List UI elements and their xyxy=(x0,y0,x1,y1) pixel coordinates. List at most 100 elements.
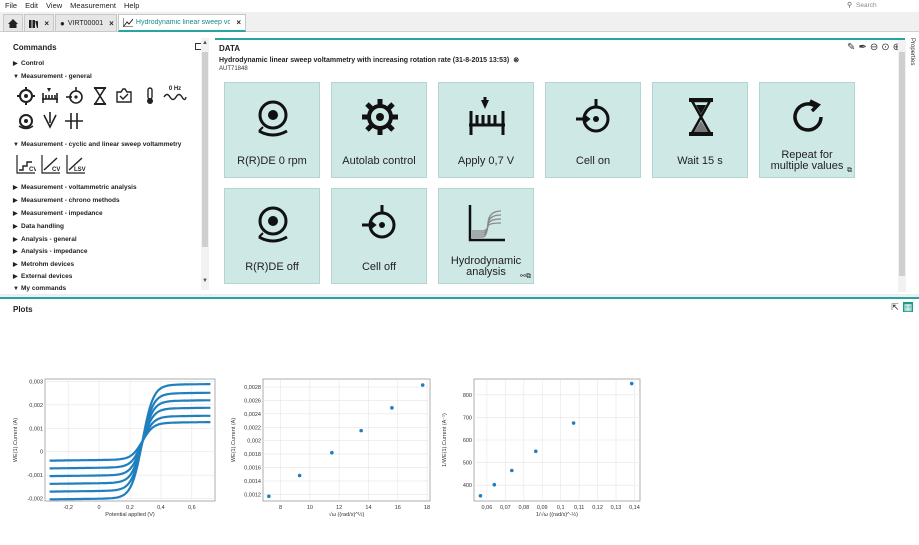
hourglass-icon[interactable] xyxy=(90,86,110,106)
menu-measurement[interactable]: Measurement xyxy=(70,1,117,10)
plot-koutecky-levich[interactable]: 0,06 0,07 0,08 0,09 0,1 0,11 0,12 0,13 0,14 400 50… xyxy=(440,369,650,529)
y-tick-label: -0,001 xyxy=(27,473,43,479)
plots-toolbar: ⇱ ▦ xyxy=(890,302,913,312)
cv-linear-icon[interactable]: CV xyxy=(41,154,61,174)
tile-cell-off[interactable]: Cell off xyxy=(331,188,427,284)
x-tick-label: 0,1 xyxy=(557,505,565,511)
group-voltammetric-analysis[interactable]: ▶ Measurement - voltammetric analysis xyxy=(13,184,137,191)
properties-tab[interactable]: Properties xyxy=(909,38,919,118)
tile-label: Repeat for multiple values xyxy=(770,149,844,172)
scroll-thumb[interactable] xyxy=(202,52,208,247)
data-panel: DATA Hydrodynamic linear sweep voltammet… xyxy=(215,38,905,292)
tile-rrde-0rpm[interactable]: R(R)DE 0 rpm xyxy=(224,82,320,178)
plot-lsv[interactable]: -0,2 0 0,2 0,4 0,6 -0,002 -0,001 0 0,001 0,002 0,0… xyxy=(0,369,225,529)
scroll-up-icon[interactable]: ▲ xyxy=(202,40,208,46)
tile-repeat[interactable]: Repeat for multiple values ⧉ xyxy=(759,82,855,178)
group-measurement-impedance[interactable]: ▶ Measurement - impedance xyxy=(13,210,103,217)
menu-file[interactable]: File xyxy=(5,1,18,10)
cell-icon[interactable] xyxy=(65,86,85,106)
tile-wait[interactable]: Wait 15 s xyxy=(652,82,748,178)
group-external-devices[interactable]: ▶ External devices xyxy=(13,273,73,280)
group-icon[interactable]: ⧉ xyxy=(847,167,852,174)
thermometer-icon[interactable] xyxy=(140,86,160,106)
lsv-icon[interactable]: LSV xyxy=(66,154,86,174)
tab-virt[interactable]: ● VIRT00001 × xyxy=(55,14,117,32)
edit-icon[interactable]: ✎ xyxy=(847,42,856,53)
tile-hydrodynamic-analysis[interactable]: Hydrodynamic analysis ⚯⧉ xyxy=(438,188,534,284)
y-tick-label: 0,0028 xyxy=(244,385,261,391)
group-measurement-general[interactable]: ▼ Measurement - general xyxy=(13,73,92,80)
cv-staircase-icon[interactable]: CV xyxy=(16,154,36,174)
y-tick-label: 0,0016 xyxy=(244,465,261,471)
splitter[interactable] xyxy=(0,294,919,297)
frequency-0hz-icon[interactable]: 0 Hz xyxy=(162,84,188,104)
x-tick-label: 0,12 xyxy=(592,505,603,511)
data-title: DATA xyxy=(219,44,241,53)
zoom-out-icon[interactable]: ⊖ xyxy=(869,42,879,53)
menu-edit[interactable]: Edit xyxy=(25,1,39,10)
zoom-reset-icon[interactable]: ⊙ xyxy=(881,42,890,53)
data-point xyxy=(533,449,538,454)
x-tick-label: 8 xyxy=(279,505,282,511)
group-cyclic-linear-sweep[interactable]: ▼ Measurement - cyclic and linear sweep v… xyxy=(13,141,182,148)
apply-potential-icon[interactable] xyxy=(40,86,60,106)
tab-procedure[interactable]: Hydrodynamic linear sweep volt... × xyxy=(118,14,246,32)
expand-arrow-icon: ▶ xyxy=(13,185,18,191)
series-line xyxy=(49,391,211,493)
electrode-icon[interactable] xyxy=(40,111,60,131)
zoom-in-icon[interactable]: ⊕ xyxy=(892,42,901,53)
group-data-handling[interactable]: ▶ Data handling xyxy=(13,223,64,230)
y-tick-label: 0,002 xyxy=(29,403,43,409)
rotating-electrode-icon[interactable] xyxy=(16,86,36,106)
expand-arrow-icon: ▶ xyxy=(13,211,18,217)
group-metrohm-devices[interactable]: ▶ Metrohm devices xyxy=(13,261,75,268)
tile-autolab-control[interactable]: Autolab control xyxy=(331,82,427,178)
data-point xyxy=(571,421,576,425)
apply-potential-icon xyxy=(469,97,505,135)
close-circle-icon[interactable]: ⊗ xyxy=(513,57,520,64)
data-point xyxy=(629,381,634,386)
group-analysis-impedance[interactable]: ▶ Analysis - impedance xyxy=(13,248,88,255)
menu-view[interactable]: View xyxy=(46,1,63,10)
data-scrollbar[interactable] xyxy=(898,40,906,292)
instrument-id: AUT71848 xyxy=(219,66,248,72)
data-point xyxy=(510,468,514,473)
close-icon[interactable]: × xyxy=(44,18,49,28)
commands-scrollbar[interactable]: ▲ ▼ xyxy=(201,38,209,290)
library-tab[interactable]: × xyxy=(24,14,54,32)
plot-levich[interactable]: 8 10 12 14 16 18 0,0012 0,0014 0,0016 0,0018 0,002… xyxy=(225,369,440,529)
scroll-down-icon[interactable]: ▼ xyxy=(202,278,208,284)
popout-icon[interactable]: ⇱ xyxy=(891,302,899,312)
group-my-commands[interactable]: ▼ My commands xyxy=(13,285,67,292)
x-axis-label: √ω ((rad/s)^½) xyxy=(329,511,365,518)
close-icon[interactable]: × xyxy=(236,18,241,27)
rotating-electrode-icon xyxy=(258,100,288,137)
expand-arrow-icon: ▶ xyxy=(13,198,18,204)
close-icon[interactable]: × xyxy=(109,18,114,28)
procedure-title: Hydrodynamic linear sweep voltammetry wi… xyxy=(219,57,520,64)
expand-arrow-icon: ▶ xyxy=(13,224,18,230)
tile-apply-potential[interactable]: Apply 0,7 V xyxy=(438,82,534,178)
x-tick-label: 18 xyxy=(424,505,430,511)
tile-rrde-off[interactable]: R(R)DE off xyxy=(224,188,320,284)
link-group-icon[interactable]: ⚯⧉ xyxy=(520,273,531,280)
record-signal-icon[interactable] xyxy=(114,86,134,106)
series-line xyxy=(49,421,211,462)
scroll-thumb[interactable] xyxy=(899,52,905,276)
x-tick-label: 0,11 xyxy=(574,505,584,511)
y-axis-label: WE(1).Current (A) xyxy=(231,418,237,462)
home-tab[interactable] xyxy=(3,14,23,32)
menu-help[interactable]: Help xyxy=(124,1,140,10)
data-point xyxy=(297,473,302,478)
tile-cell-on[interactable]: Cell on xyxy=(545,82,641,178)
grid-view-icon[interactable]: ▦ xyxy=(903,302,913,312)
group-control[interactable]: ▶ Control xyxy=(13,60,45,67)
drop-electrode-icon[interactable] xyxy=(16,111,36,131)
split-icon[interactable] xyxy=(64,111,84,131)
group-chrono-methods[interactable]: ▶ Measurement - chrono methods xyxy=(13,197,120,204)
collapse-arrow-icon: ▼ xyxy=(13,286,19,292)
group-analysis-general[interactable]: ▶ Analysis - general xyxy=(13,236,77,243)
search-box[interactable]: ⚲ Search xyxy=(844,0,919,10)
wrench-icon[interactable]: ✒ xyxy=(858,42,867,53)
repeat-icon xyxy=(793,99,823,132)
